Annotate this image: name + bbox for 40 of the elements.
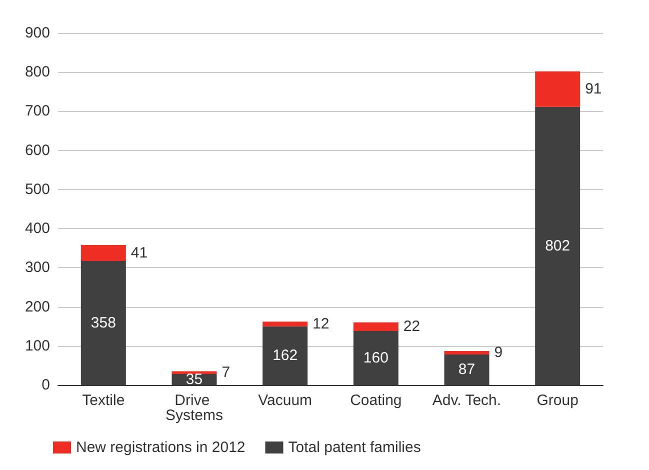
y-tick-label: 100 [24,337,50,354]
data-label: 41 [130,244,148,262]
data-label: 91 [585,80,602,98]
legend-label: Total patent families [288,439,421,456]
y-tick-label: 300 [24,259,50,276]
bar [262,326,308,385]
bar [444,354,490,385]
total-label: 35 [186,371,203,388]
x-tick-label: Adv. Tech. [432,392,502,409]
x-tick-label: Vacuum [258,392,312,409]
y-tick-label: 700 [24,102,50,120]
legend-label: New registrations in 2012 [76,439,246,456]
bar [353,331,398,385]
y-tick-label: 800 [24,64,50,81]
y-tick-label: 600 [24,142,50,159]
x-tick-label: Textile [82,392,125,409]
bar [353,322,398,332]
total-label: 802 [545,237,570,254]
bar [535,106,580,385]
data-label: 7 [222,364,230,382]
x-tick-label: Drive Systems [165,392,224,424]
y-tick-label: 400 [24,220,50,238]
bar [80,244,126,262]
bar [444,350,490,354]
y-tick-label: 500 [24,180,50,198]
total-label: 87 [458,361,476,378]
y-tick-label: 900 [24,24,50,42]
total-label: 162 [272,347,298,364]
x-tick-label: Group [536,392,578,409]
x-tick-label: Coating [350,392,402,409]
bar [80,261,126,385]
data-label: 22 [403,318,420,336]
total-label: 358 [90,314,116,332]
bar [262,322,308,326]
y-tick-label: 200 [24,298,50,316]
data-label: 12 [312,315,330,332]
data-label: 9 [494,344,503,362]
y-tick-label: 0 [42,376,50,394]
bar [535,71,580,107]
total-label: 160 [363,350,388,367]
